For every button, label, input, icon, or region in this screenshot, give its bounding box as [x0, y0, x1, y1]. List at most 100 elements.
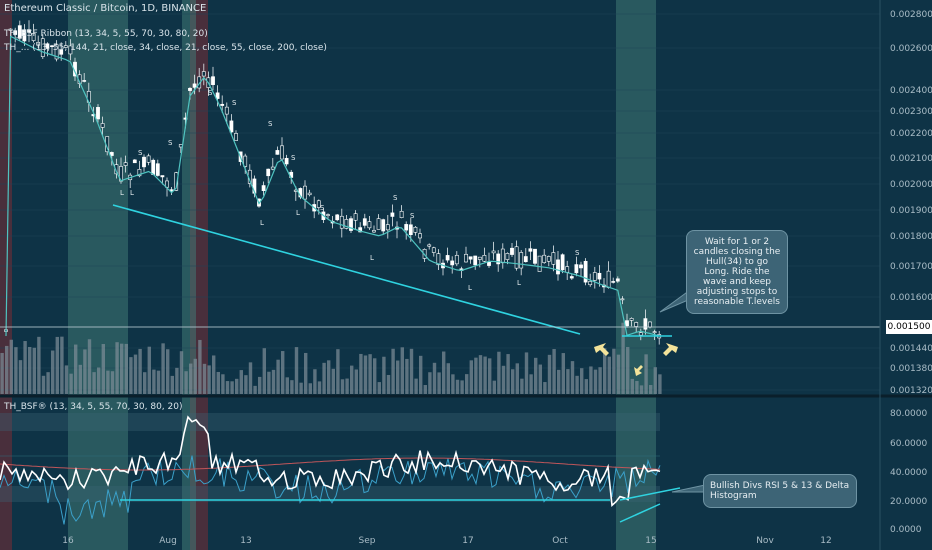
bullish-div-line-upper	[619, 487, 681, 501]
volume-bar	[179, 351, 184, 394]
candle-body	[643, 318, 648, 330]
price-tick-label: 0.001440	[890, 344, 932, 354]
volume-bar	[170, 375, 174, 394]
volume-bar	[465, 374, 469, 394]
candle-body	[123, 162, 128, 166]
candle-body	[450, 260, 455, 266]
candle-body	[27, 29, 31, 33]
hull-34-line	[5, 35, 660, 337]
signal-bands	[0, 0, 656, 550]
candle-body	[270, 166, 275, 170]
candle-body	[574, 264, 579, 274]
volume-bar	[626, 347, 630, 394]
oscillator-tick-label: 80.0000	[890, 409, 927, 419]
volume-bar	[175, 367, 179, 394]
candle-body	[243, 155, 248, 167]
volume-bar	[69, 373, 73, 394]
candle-body	[59, 49, 64, 55]
candle-body	[648, 321, 652, 328]
candle-body	[505, 253, 510, 260]
candle-body	[638, 332, 643, 336]
volume-bar	[658, 374, 662, 394]
time-tick-label: 13	[240, 536, 251, 546]
volume-bar	[290, 380, 294, 394]
volume-bar	[483, 356, 487, 394]
ribbon-indicator-label[interactable]: TH_BSF Ribbon (13, 34, 5, 55, 70, 30, 80…	[4, 29, 208, 39]
volume-bar	[561, 353, 565, 394]
volume-bar	[635, 381, 639, 394]
price-tick-label: 0.001380	[890, 364, 932, 374]
arrow-icon	[634, 365, 643, 376]
volume-bar	[511, 369, 515, 394]
candle-body	[63, 45, 68, 48]
candle-body	[523, 256, 528, 263]
arrow-icon	[594, 343, 609, 356]
volume-bar	[18, 360, 23, 394]
candle-body	[326, 214, 330, 216]
candle-body	[224, 106, 229, 115]
oscillator-tick-label: 60.0000	[890, 439, 927, 449]
volume-bar	[281, 351, 285, 394]
volume-bar	[276, 359, 280, 394]
volume-bar	[248, 362, 253, 394]
volume-bar	[363, 355, 368, 394]
price-tick-label: 0.002000	[890, 180, 932, 190]
volume-bar	[474, 357, 478, 394]
volume-bar	[101, 344, 105, 394]
volume-bar	[156, 370, 161, 394]
signal-marker: S	[291, 154, 296, 162]
arrow-icon	[663, 343, 678, 356]
candle-body	[597, 272, 602, 280]
volume-bar	[515, 363, 519, 394]
volume-bar	[83, 349, 87, 394]
volume-bar	[580, 368, 584, 394]
candle-body	[408, 224, 413, 236]
candle-body	[155, 163, 160, 176]
volume-bar	[377, 382, 381, 394]
candle-body	[109, 152, 114, 156]
volume-bar	[386, 374, 391, 394]
candle-body	[349, 218, 353, 231]
candle-body	[431, 247, 436, 253]
signal-band	[616, 0, 640, 550]
volume-bar	[593, 369, 598, 394]
volume-bar	[60, 336, 64, 394]
arrow-markers	[594, 343, 678, 376]
signal-marker: S	[232, 99, 237, 107]
candle-body	[22, 29, 27, 42]
volume-bar	[446, 363, 450, 394]
volume-bars	[0, 322, 662, 394]
candle-body	[427, 244, 432, 247]
volume-bar	[78, 364, 82, 394]
volume-bar	[235, 378, 239, 394]
signal-marker: L	[370, 254, 374, 262]
candle-body	[215, 92, 220, 99]
time-tick-label: 12	[820, 536, 831, 546]
volume-bar	[331, 368, 335, 394]
candle-body	[528, 248, 533, 252]
candle-body	[473, 255, 478, 266]
candle-body	[537, 255, 542, 272]
candle-body	[385, 224, 390, 231]
volume-bar	[501, 365, 506, 394]
candle-body	[606, 270, 611, 288]
signal-marker: L	[130, 189, 134, 197]
volume-bar	[621, 322, 625, 394]
oscillator-title[interactable]: TH_BSF® (13, 34, 5, 55, 70, 30, 80, 20)	[4, 402, 183, 412]
candle-body	[353, 213, 358, 221]
volume-bar	[570, 361, 575, 394]
volume-bar	[428, 372, 432, 394]
volume-bar	[400, 347, 404, 394]
volume-bar	[147, 346, 151, 394]
volume-bar	[285, 377, 289, 394]
bsf-oscillator	[0, 413, 661, 525]
hull-indicator-label[interactable]: TH_... (13, 55, 144, 21, close, 34, clos…	[4, 43, 327, 53]
volume-bar	[442, 351, 446, 394]
candle-body	[17, 25, 22, 39]
volume-bar	[184, 371, 188, 394]
candle-body	[335, 214, 340, 221]
volume-bar	[97, 367, 101, 394]
volume-bar	[644, 354, 648, 394]
volume-bar	[368, 354, 372, 394]
